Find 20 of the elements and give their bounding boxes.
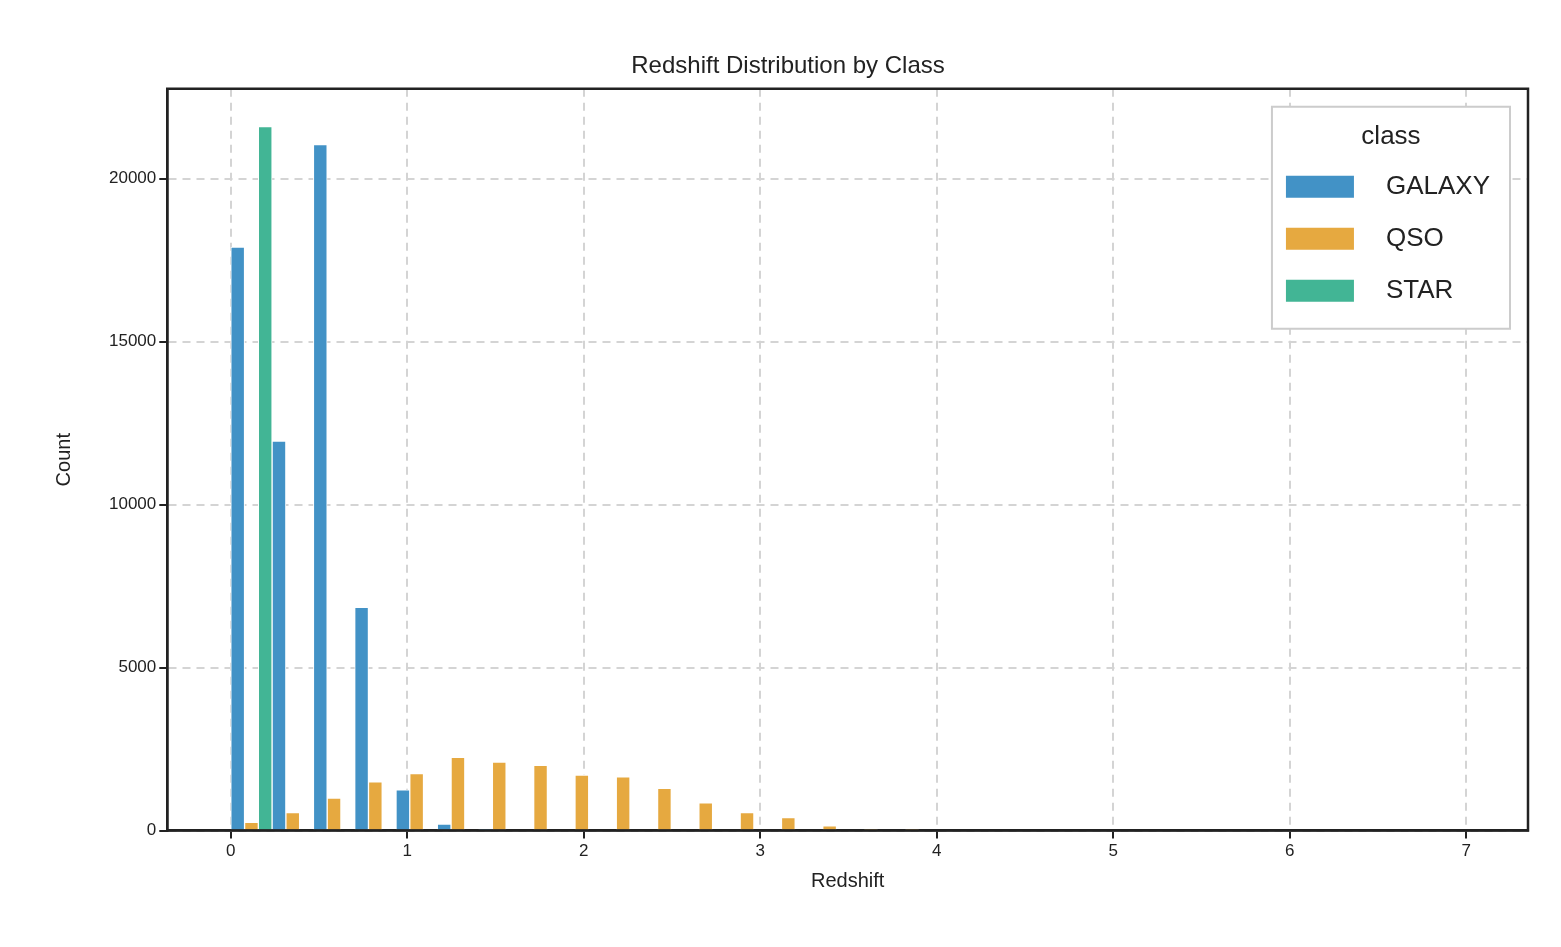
legend-label: GALAXY — [1385, 169, 1491, 200]
y-axis-title: Count — [51, 432, 74, 487]
chart-title: Redshift Distribution by Class — [631, 51, 945, 79]
x-tick-label: 3 — [755, 841, 766, 861]
y-tick-label: 10000 — [108, 494, 157, 514]
x-tick-label: 6 — [1285, 841, 1295, 861]
x-axis-title: Redshift — [810, 868, 885, 891]
x-tick-label: 7 — [1461, 841, 1471, 861]
x-tick-label: 5 — [1108, 841, 1118, 861]
x-tick-label: 2 — [579, 841, 589, 861]
legend-title: class — [1361, 119, 1421, 150]
y-tick-label: 0 — [146, 820, 157, 840]
x-tick-label: 4 — [932, 841, 942, 861]
legend-label: QSO — [1385, 221, 1444, 252]
y-tick-label: 5000 — [118, 657, 157, 677]
y-tick-label: 15000 — [108, 331, 157, 351]
x-tick-label: 0 — [226, 841, 236, 861]
x-tick-label: 1 — [402, 841, 413, 861]
y-tick-label: 20000 — [108, 168, 157, 188]
legend-label: STAR — [1385, 273, 1454, 304]
